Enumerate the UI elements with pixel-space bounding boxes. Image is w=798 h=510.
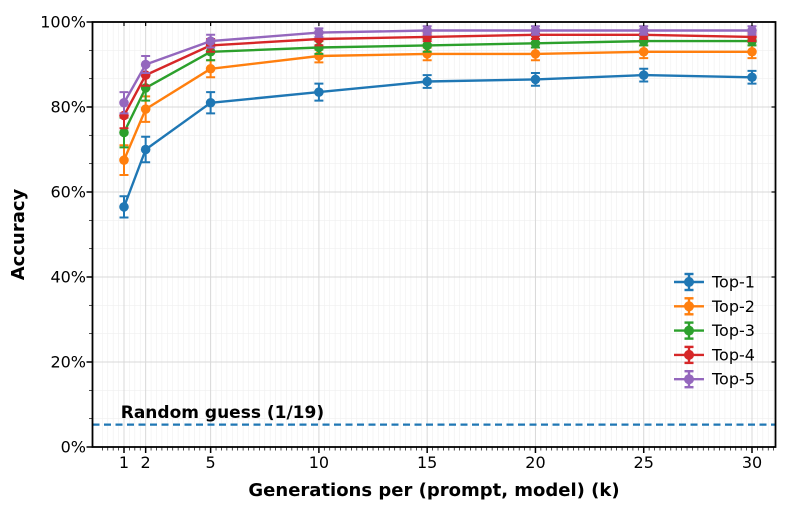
data-point [422, 76, 432, 87]
legend-label: Top-4 [711, 345, 755, 364]
data-point [638, 70, 649, 80]
legend-marker [674, 297, 704, 316]
data-point [638, 46, 649, 57]
plot-border [91, 21, 777, 448]
y-axis-title: Accuracy [8, 188, 29, 280]
x-tick-label: 30 [742, 453, 762, 472]
x-tick-label: 1 [119, 453, 129, 472]
series-line-top-5 [122, 29, 754, 104]
data-point [530, 49, 541, 59]
legend: Top-1 Top-2 Top-3 Top-4 Top-5 [674, 273, 755, 389]
data-point [140, 104, 151, 114]
axis-ticks [86, 21, 776, 453]
y-tick-label: 60% [50, 183, 86, 202]
legend-marker [674, 370, 704, 389]
y-tick-label: 80% [50, 98, 86, 117]
x-tick-label: 2 [141, 453, 151, 472]
data-point [530, 74, 541, 85]
series-line-top-3 [122, 39, 754, 134]
legend-item-top-2: Top-2 [674, 297, 755, 316]
data-point [140, 144, 151, 155]
data-point [314, 27, 324, 38]
data-point [119, 155, 129, 165]
data-point [314, 87, 324, 97]
series-top-1 [119, 67, 757, 219]
series-line-top-2 [122, 50, 754, 162]
legend-item-top-5: Top-5 [674, 370, 755, 389]
legend-label: Top-5 [711, 370, 755, 389]
x-tick-label: 25 [634, 453, 654, 472]
x-tick-label: 15 [417, 453, 437, 472]
x-tick-label: 10 [309, 453, 329, 472]
legend-marker [674, 345, 704, 365]
legend-label: Top-3 [711, 321, 755, 340]
data-point [119, 127, 129, 138]
series-line-top-1 [122, 73, 754, 209]
legend-item-top-3: Top-3 [674, 321, 755, 340]
data-point [747, 46, 757, 57]
data-point [747, 25, 757, 36]
series-line-top-4 [122, 33, 754, 117]
legend-item-top-4: Top-4 [674, 345, 755, 364]
x-tick-label: 5 [206, 453, 216, 472]
data-point [422, 25, 432, 36]
series-top-5 [119, 25, 757, 115]
legend-item-top-1: Top-1 [674, 273, 755, 292]
major-gridlines [92, 21, 776, 448]
data-point [530, 38, 541, 49]
data-point [638, 25, 649, 36]
data-point [205, 36, 216, 46]
data-point [422, 40, 432, 51]
x-axis-title: Generations per (prompt, model) (k) [248, 480, 619, 501]
y-tick-label: 100% [40, 13, 86, 32]
data-point [119, 202, 129, 212]
y-tick-label: 0% [61, 438, 86, 457]
data-point [140, 59, 151, 70]
data-point [530, 25, 541, 36]
data-point [205, 63, 216, 74]
legend-label: Top-2 [711, 297, 755, 316]
y-tick-label: 40% [50, 268, 86, 287]
y-tick-label: 20% [50, 353, 86, 372]
random-guess-label: Random guess (1/19) [121, 403, 324, 423]
x-tick-label: 20 [525, 453, 545, 472]
data-point [205, 97, 216, 108]
legend-label: Top-1 [711, 273, 755, 292]
legend-marker [674, 321, 704, 340]
data-point [119, 97, 129, 108]
legend-marker [674, 272, 704, 292]
data-point [747, 72, 757, 83]
